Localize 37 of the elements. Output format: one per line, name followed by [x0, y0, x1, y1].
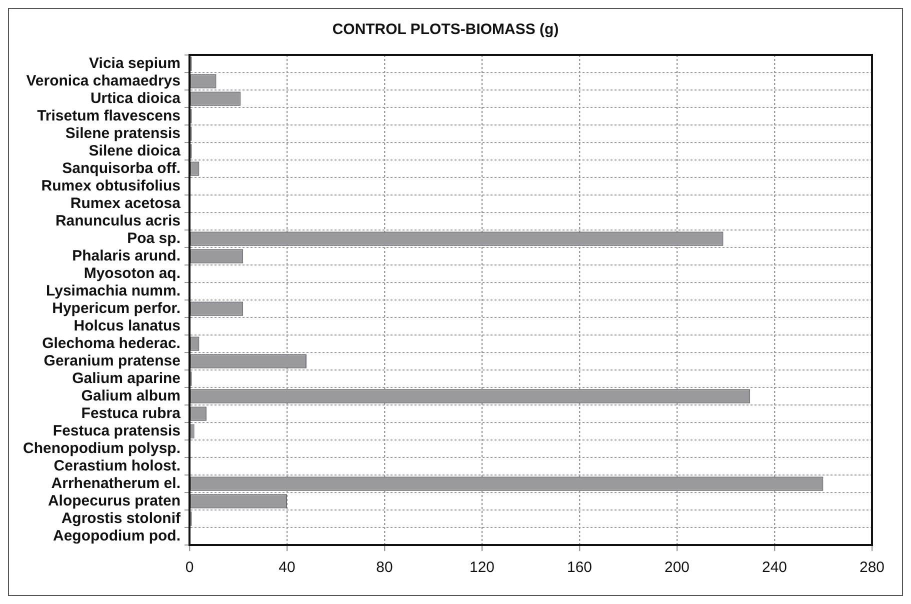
y-tick-label: Agrostis stolonif: [61, 510, 182, 527]
x-tick-label: 120: [469, 559, 495, 576]
y-tick-label: Trisetum flavescens: [37, 107, 180, 124]
y-tick-label: Arrhenatherum el.: [51, 474, 180, 492]
y-tick-label: Cerastium holost.: [54, 457, 180, 474]
y-tick-label: Silene pratensis: [65, 124, 180, 142]
y-tick-label: Phalaris arund.: [72, 247, 180, 264]
y-tick-label: Alopecurus praten: [48, 492, 180, 510]
y-tick-label: Silene dioica: [88, 142, 182, 160]
y-tick-label: Festuca rubra: [81, 404, 182, 422]
y-tick-label: Rumex acetosa: [70, 194, 182, 212]
y-tick-label: Galium aparine: [72, 370, 180, 387]
y-tick-label: Rumex obtusifolius: [41, 177, 180, 194]
y-tick-label: Sanquisorba off.: [62, 160, 180, 177]
x-tick-label: 40: [278, 559, 296, 576]
y-tick-label: Myosoton aq.: [84, 264, 180, 282]
y-tick-label: Geranium pratense: [44, 352, 180, 370]
x-tick-label: 280: [859, 559, 885, 576]
y-tick-label: Veronica chamaedrys: [26, 72, 180, 90]
y-tick-label: Lysimachia numm.: [46, 282, 180, 300]
y-tick-label: Chenopodium polysp.: [22, 440, 180, 457]
y-tick-label: Aegopodium pod.: [53, 527, 180, 544]
x-tick-label: 0: [185, 559, 194, 576]
y-tick-label: Festuca pratensis: [52, 422, 180, 440]
x-tick-label: 160: [566, 559, 592, 576]
y-tick-label: Vicia sepium: [89, 54, 180, 72]
y-tick-label: Galium album: [81, 387, 180, 404]
y-tick-label: Poa sp.: [127, 230, 180, 247]
x-tick-label: 200: [664, 559, 690, 576]
x-tick-label: 240: [762, 559, 788, 576]
y-tick-label: Hypericum perfor.: [52, 300, 180, 317]
y-tick-label: Urtica dioica: [90, 90, 182, 107]
x-tick-label: 80: [376, 559, 393, 576]
chart-title: CONTROL PLOTS-BIOMASS (g): [332, 21, 559, 38]
y-tick-label: Ranunculus acris: [55, 212, 180, 230]
y-tick-label: Glechoma hederac.: [42, 334, 180, 352]
y-tick-label: Holcus lanatus: [74, 317, 180, 334]
